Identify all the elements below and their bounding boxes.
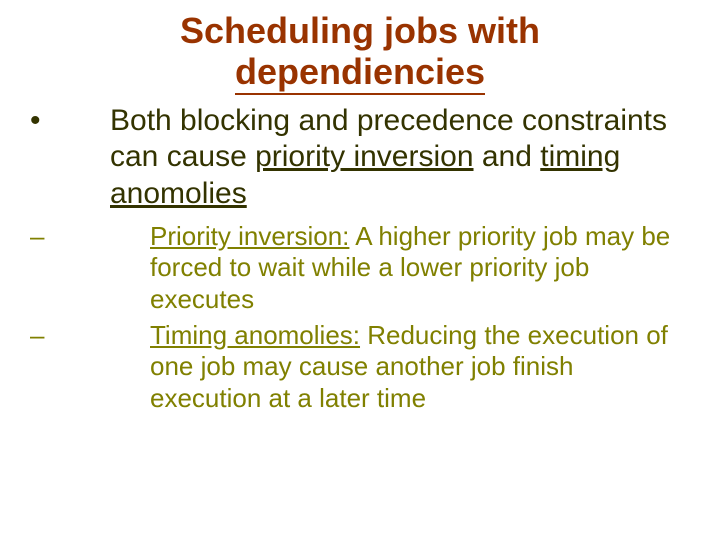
title-line-2: dependiencies <box>235 51 485 94</box>
term-label: Priority inversion: <box>150 221 349 251</box>
slide-title: Scheduling jobs with dependiencies <box>30 10 690 95</box>
term-priority-inversion: priority inversion <box>255 140 473 173</box>
slide: Scheduling jobs with dependiencies • Bot… <box>0 0 720 540</box>
dash-marker: – <box>30 320 44 352</box>
bullet-text: Both blocking and precedence constraints… <box>78 103 690 213</box>
title-line-1: Scheduling jobs with <box>180 10 540 51</box>
term-label: Timing anomolies: <box>150 320 360 350</box>
bullet-level-2: – Priority inversion: A higher priority … <box>30 221 690 316</box>
bullet-marker: • <box>30 103 41 140</box>
bullet-text: Priority inversion: A higher priority jo… <box>120 221 690 316</box>
bullet-level-2: – Timing anomolies: Reducing the executi… <box>30 320 690 415</box>
dash-marker: – <box>30 221 44 253</box>
bullet-level-1: • Both blocking and precedence constrain… <box>30 103 690 213</box>
bullet-mid: and <box>474 140 541 173</box>
bullet-text: Timing anomolies: Reducing the execution… <box>120 320 690 415</box>
